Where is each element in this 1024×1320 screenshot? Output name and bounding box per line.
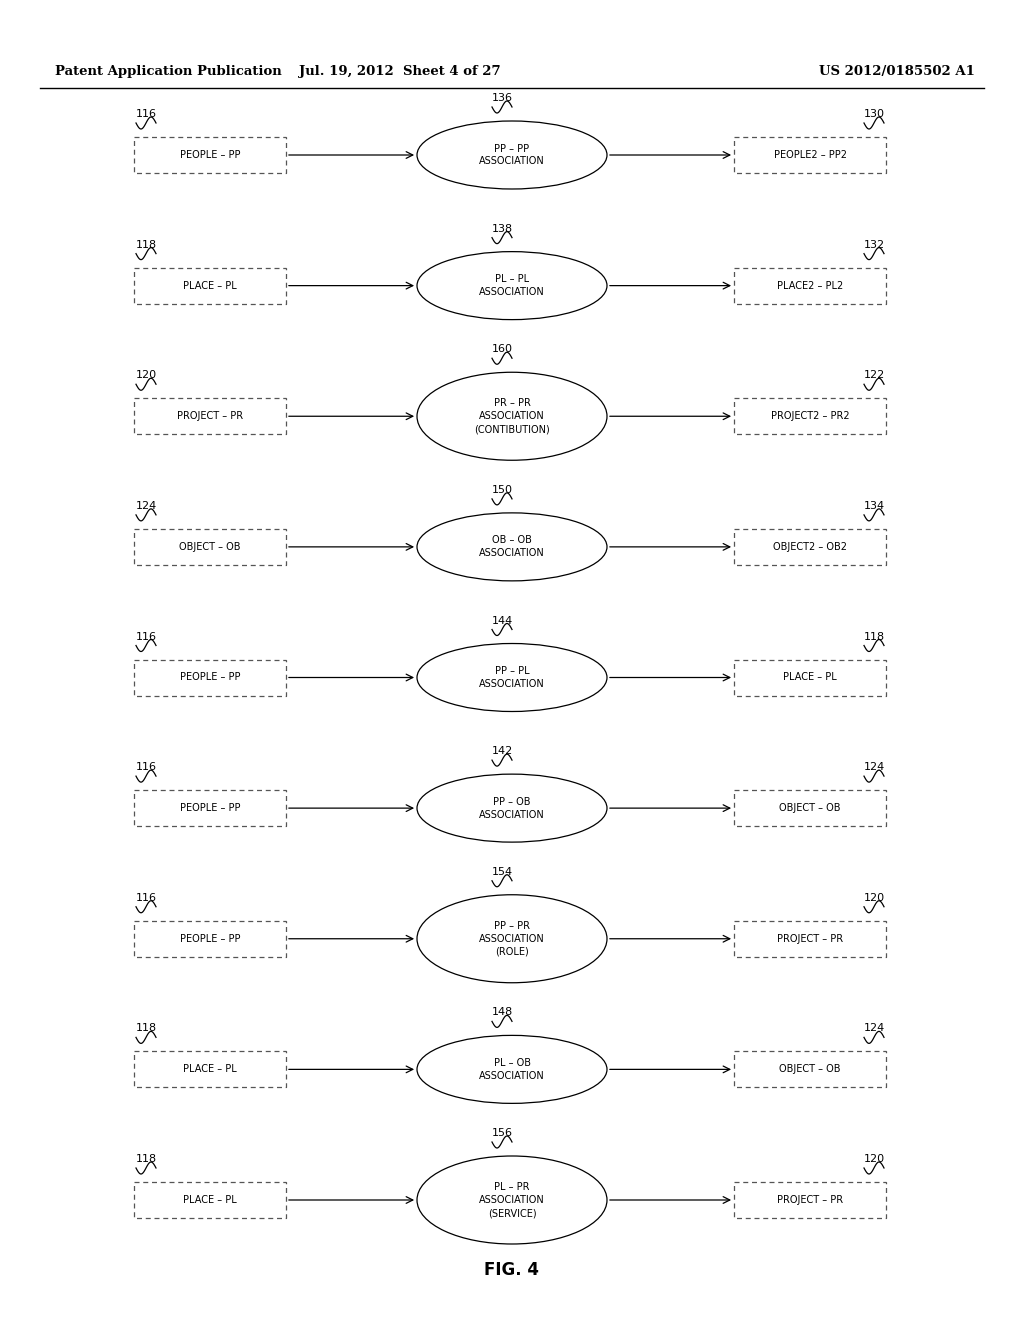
- FancyBboxPatch shape: [134, 529, 286, 565]
- Text: 120: 120: [863, 892, 885, 903]
- FancyBboxPatch shape: [134, 1051, 286, 1088]
- Text: PROJECT – PR: PROJECT – PR: [777, 933, 843, 944]
- Ellipse shape: [417, 895, 607, 983]
- Text: (CONTIBUTION): (CONTIBUTION): [474, 424, 550, 434]
- FancyBboxPatch shape: [134, 921, 286, 957]
- Ellipse shape: [417, 1035, 607, 1104]
- Text: 142: 142: [492, 746, 513, 756]
- Text: ASSOCIATION: ASSOCIATION: [479, 548, 545, 558]
- Text: 150: 150: [492, 484, 512, 495]
- FancyBboxPatch shape: [734, 268, 886, 304]
- Text: PR – PR: PR – PR: [494, 399, 530, 408]
- FancyBboxPatch shape: [734, 137, 886, 173]
- FancyBboxPatch shape: [134, 137, 286, 173]
- Ellipse shape: [417, 644, 607, 711]
- Text: 160: 160: [492, 345, 512, 354]
- Ellipse shape: [417, 513, 607, 581]
- Text: PL – PR: PL – PR: [495, 1181, 529, 1192]
- Text: PEOPLE – PP: PEOPLE – PP: [180, 803, 241, 813]
- FancyBboxPatch shape: [734, 529, 886, 565]
- Text: PLACE – PL: PLACE – PL: [183, 281, 237, 290]
- FancyBboxPatch shape: [134, 791, 286, 826]
- Text: PROJECT – PR: PROJECT – PR: [777, 1195, 843, 1205]
- Text: (ROLE): (ROLE): [496, 946, 528, 957]
- Text: US 2012/0185502 A1: US 2012/0185502 A1: [819, 66, 975, 78]
- Text: PP – PR: PP – PR: [494, 921, 530, 931]
- Text: PLACE – PL: PLACE – PL: [183, 1195, 237, 1205]
- Text: 144: 144: [492, 615, 513, 626]
- Ellipse shape: [417, 1156, 607, 1243]
- Text: PP – PP: PP – PP: [495, 144, 529, 153]
- Text: 134: 134: [863, 500, 885, 511]
- FancyBboxPatch shape: [734, 399, 886, 434]
- FancyBboxPatch shape: [734, 791, 886, 826]
- Text: ASSOCIATION: ASSOCIATION: [479, 678, 545, 689]
- Text: Jul. 19, 2012  Sheet 4 of 27: Jul. 19, 2012 Sheet 4 of 27: [299, 66, 501, 78]
- Ellipse shape: [417, 372, 607, 461]
- Text: ASSOCIATION: ASSOCIATION: [479, 288, 545, 297]
- Text: PLACE2 – PL2: PLACE2 – PL2: [777, 281, 843, 290]
- Text: 124: 124: [863, 762, 885, 772]
- FancyBboxPatch shape: [734, 660, 886, 696]
- Text: ASSOCIATION: ASSOCIATION: [479, 412, 545, 421]
- Text: 136: 136: [492, 92, 512, 103]
- Text: 148: 148: [492, 1007, 513, 1018]
- Text: PP – PL: PP – PL: [495, 667, 529, 676]
- Text: PEOPLE2 – PP2: PEOPLE2 – PP2: [773, 150, 847, 160]
- Text: ASSOCIATION: ASSOCIATION: [479, 1071, 545, 1081]
- Text: 116: 116: [135, 762, 157, 772]
- Text: ASSOCIATION: ASSOCIATION: [479, 157, 545, 166]
- Text: 132: 132: [863, 240, 885, 249]
- FancyBboxPatch shape: [134, 660, 286, 696]
- Text: OBJECT2 – OB2: OBJECT2 – OB2: [773, 543, 847, 552]
- FancyBboxPatch shape: [134, 1181, 286, 1218]
- Text: 138: 138: [492, 223, 513, 234]
- FancyBboxPatch shape: [734, 1051, 886, 1088]
- Text: Patent Application Publication: Patent Application Publication: [55, 66, 282, 78]
- Text: 118: 118: [135, 1154, 157, 1164]
- Text: 124: 124: [863, 1023, 885, 1034]
- Text: 116: 116: [135, 110, 157, 119]
- Text: PLACE – PL: PLACE – PL: [783, 672, 837, 682]
- Text: PROJECT – PR: PROJECT – PR: [177, 412, 243, 421]
- Text: OB – OB: OB – OB: [493, 536, 531, 545]
- Text: 124: 124: [135, 500, 157, 511]
- Text: 118: 118: [135, 1023, 157, 1034]
- Text: PEOPLE – PP: PEOPLE – PP: [180, 933, 241, 944]
- Text: PP – OB: PP – OB: [494, 797, 530, 807]
- Text: PEOPLE – PP: PEOPLE – PP: [180, 672, 241, 682]
- Text: 120: 120: [863, 1154, 885, 1164]
- Text: OBJECT – OB: OBJECT – OB: [779, 803, 841, 813]
- FancyBboxPatch shape: [134, 399, 286, 434]
- Ellipse shape: [417, 121, 607, 189]
- Text: OBJECT – OB: OBJECT – OB: [179, 543, 241, 552]
- Text: 120: 120: [135, 370, 157, 380]
- FancyBboxPatch shape: [734, 921, 886, 957]
- Text: PEOPLE – PP: PEOPLE – PP: [180, 150, 241, 160]
- Text: 118: 118: [863, 631, 885, 642]
- Text: 116: 116: [135, 631, 157, 642]
- Ellipse shape: [417, 252, 607, 319]
- Text: PL – OB: PL – OB: [494, 1057, 530, 1068]
- Text: (SERVICE): (SERVICE): [487, 1208, 537, 1218]
- Ellipse shape: [417, 774, 607, 842]
- Text: 118: 118: [135, 240, 157, 249]
- Text: OBJECT – OB: OBJECT – OB: [779, 1064, 841, 1074]
- Text: PROJECT2 – PR2: PROJECT2 – PR2: [771, 412, 849, 421]
- Text: 122: 122: [863, 370, 885, 380]
- Text: FIG. 4: FIG. 4: [484, 1261, 540, 1279]
- Text: PL – PL: PL – PL: [495, 275, 529, 284]
- Text: ASSOCIATION: ASSOCIATION: [479, 809, 545, 820]
- Text: ASSOCIATION: ASSOCIATION: [479, 933, 545, 944]
- FancyBboxPatch shape: [734, 1181, 886, 1218]
- Text: ASSOCIATION: ASSOCIATION: [479, 1195, 545, 1205]
- Text: 154: 154: [492, 867, 513, 876]
- Text: 116: 116: [135, 892, 157, 903]
- Text: PLACE – PL: PLACE – PL: [183, 1064, 237, 1074]
- Text: 130: 130: [863, 110, 885, 119]
- Text: 156: 156: [492, 1129, 512, 1138]
- FancyBboxPatch shape: [134, 268, 286, 304]
